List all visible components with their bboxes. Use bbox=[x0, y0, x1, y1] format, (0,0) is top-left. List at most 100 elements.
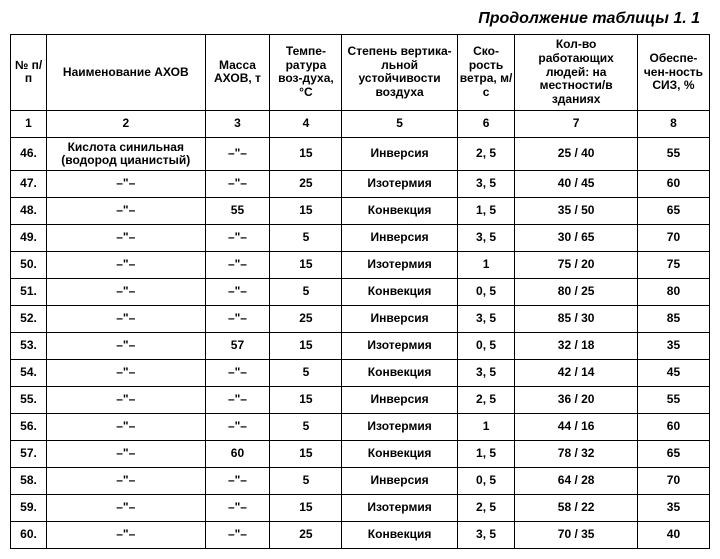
table-cell: 44 / 16 bbox=[515, 414, 638, 441]
table-cell: 35 / 50 bbox=[515, 198, 638, 225]
table-cell: 1, 5 bbox=[457, 441, 515, 468]
table-cell: Изотермия bbox=[342, 495, 457, 522]
table-cell: –"– bbox=[47, 306, 206, 333]
table-cell: 58 / 22 bbox=[515, 495, 638, 522]
table-cell: 35 bbox=[637, 333, 709, 360]
table-cell: 58. bbox=[11, 468, 47, 495]
table-cell: –"– bbox=[47, 333, 206, 360]
table-cell: 25 bbox=[270, 306, 342, 333]
table-cell: 30 / 65 bbox=[515, 225, 638, 252]
table-cell: 25 / 40 bbox=[515, 137, 638, 170]
table-cell: 60 bbox=[637, 171, 709, 198]
table-cell: –"– bbox=[205, 225, 270, 252]
table-cell: –"– bbox=[47, 522, 206, 549]
colnum: 5 bbox=[342, 110, 457, 137]
table-cell: 65 bbox=[637, 441, 709, 468]
table-cell: –"– bbox=[47, 252, 206, 279]
table-cell: 64 / 28 bbox=[515, 468, 638, 495]
table-cell: 56. bbox=[11, 414, 47, 441]
table-cell: –"– bbox=[47, 225, 206, 252]
table-cell: 59. bbox=[11, 495, 47, 522]
table-cell: Конвекция bbox=[342, 522, 457, 549]
table-cell: –"– bbox=[205, 306, 270, 333]
header-stability: Степень вертика-льной устойчивости возду… bbox=[342, 35, 457, 111]
table-cell: 15 bbox=[270, 252, 342, 279]
colnum: 1 bbox=[11, 110, 47, 137]
table-cell: 57. bbox=[11, 441, 47, 468]
table-cell: 1, 5 bbox=[457, 198, 515, 225]
table-cell: 52. bbox=[11, 306, 47, 333]
table-cell: –"– bbox=[205, 468, 270, 495]
table-cell: 85 / 30 bbox=[515, 306, 638, 333]
header-mass: Масса АХОВ, т bbox=[205, 35, 270, 111]
table-cell: –"– bbox=[205, 360, 270, 387]
table-row: 56.–"––"–5Изотермия144 / 1660 bbox=[11, 414, 710, 441]
colnum: 2 bbox=[47, 110, 206, 137]
header-people: Кол-во работающих людей: на местности/в … bbox=[515, 35, 638, 111]
table-cell: 54. bbox=[11, 360, 47, 387]
table-cell: –"– bbox=[47, 198, 206, 225]
table-title: Продолжение таблицы 1. 1 bbox=[10, 10, 710, 28]
table-cell: 1 bbox=[457, 414, 515, 441]
table-row: 53.–"–5715Изотермия0, 532 / 1835 bbox=[11, 333, 710, 360]
header-siz: Обеспе-чен-ность СИЗ, % bbox=[637, 35, 709, 111]
table-cell: 15 bbox=[270, 495, 342, 522]
table-cell: 60 bbox=[205, 441, 270, 468]
table-cell: 53. bbox=[11, 333, 47, 360]
table-cell: 1 bbox=[457, 252, 515, 279]
table-cell: 2, 5 bbox=[457, 495, 515, 522]
table-row: 52.–"––"–25Инверсия3, 585 / 3085 bbox=[11, 306, 710, 333]
table-cell: –"– bbox=[205, 279, 270, 306]
header-row: № п/п Наименование АХОВ Масса АХОВ, т Те… bbox=[11, 35, 710, 111]
table-cell: Конвекция bbox=[342, 279, 457, 306]
table-cell: 40 / 45 bbox=[515, 171, 638, 198]
table-cell: 51. bbox=[11, 279, 47, 306]
table-cell: 70 / 35 bbox=[515, 522, 638, 549]
table-row: 47.–"––"–25Изотермия3, 540 / 4560 bbox=[11, 171, 710, 198]
colnum: 8 bbox=[637, 110, 709, 137]
table-cell: 40 bbox=[637, 522, 709, 549]
table-cell: 48. bbox=[11, 198, 47, 225]
table-cell: 75 bbox=[637, 252, 709, 279]
table-cell: –"– bbox=[205, 387, 270, 414]
table-cell: –"– bbox=[205, 495, 270, 522]
table-cell: 65 bbox=[637, 198, 709, 225]
table-cell: –"– bbox=[47, 171, 206, 198]
table-cell: 55 bbox=[637, 387, 709, 414]
table-cell: 0, 5 bbox=[457, 468, 515, 495]
table-cell: Инверсия bbox=[342, 225, 457, 252]
table-cell: Конвекция bbox=[342, 441, 457, 468]
table-cell: Изотермия bbox=[342, 252, 457, 279]
table-cell: 5 bbox=[270, 414, 342, 441]
colnum: 3 bbox=[205, 110, 270, 137]
table-cell: –"– bbox=[205, 522, 270, 549]
table-cell: 15 bbox=[270, 137, 342, 170]
table-cell: 3, 5 bbox=[457, 360, 515, 387]
table-cell: 70 bbox=[637, 468, 709, 495]
table-cell: –"– bbox=[47, 468, 206, 495]
table-row: 57.–"–6015Конвекция1, 578 / 3265 bbox=[11, 441, 710, 468]
table-cell: Кислота синильная (водород цианистый) bbox=[47, 137, 206, 170]
table-cell: –"– bbox=[205, 414, 270, 441]
table-cell: 75 / 20 bbox=[515, 252, 638, 279]
table-cell: 47. bbox=[11, 171, 47, 198]
table-cell: 36 / 20 bbox=[515, 387, 638, 414]
table-cell: 2, 5 bbox=[457, 137, 515, 170]
table-cell: Инверсия bbox=[342, 387, 457, 414]
table-cell: Инверсия bbox=[342, 137, 457, 170]
table-cell: 46. bbox=[11, 137, 47, 170]
table-cell: –"– bbox=[47, 279, 206, 306]
data-table: № п/п Наименование АХОВ Масса АХОВ, т Те… bbox=[10, 34, 710, 549]
colnum: 6 bbox=[457, 110, 515, 137]
table-cell: –"– bbox=[205, 252, 270, 279]
table-cell: 70 bbox=[637, 225, 709, 252]
table-cell: Инверсия bbox=[342, 306, 457, 333]
table-cell: 3, 5 bbox=[457, 522, 515, 549]
table-row: 48.–"–5515Конвекция1, 535 / 5065 bbox=[11, 198, 710, 225]
table-cell: Инверсия bbox=[342, 468, 457, 495]
table-cell: 5 bbox=[270, 279, 342, 306]
table-cell: –"– bbox=[47, 414, 206, 441]
header-temp: Темпе-ратура воз-духа, °С bbox=[270, 35, 342, 111]
table-cell: 15 bbox=[270, 333, 342, 360]
table-cell: 50. bbox=[11, 252, 47, 279]
